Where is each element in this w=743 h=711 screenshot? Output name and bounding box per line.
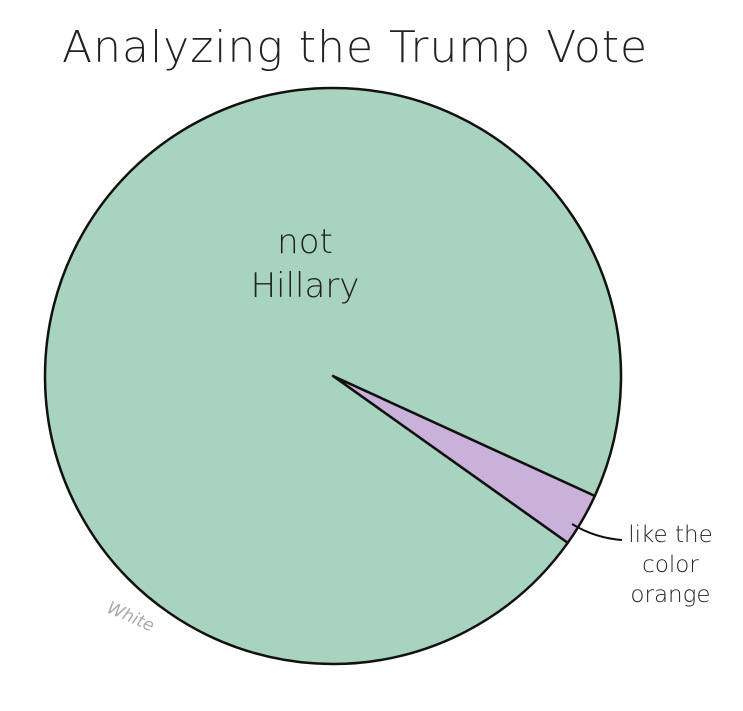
chart-title: Analyzing the Trump Vote — [62, 22, 649, 73]
slice-label: not Hillary — [250, 222, 360, 306]
leader-line — [571, 523, 623, 541]
pie-slice — [43, 86, 623, 666]
slice-label: like the color orange — [628, 522, 713, 608]
